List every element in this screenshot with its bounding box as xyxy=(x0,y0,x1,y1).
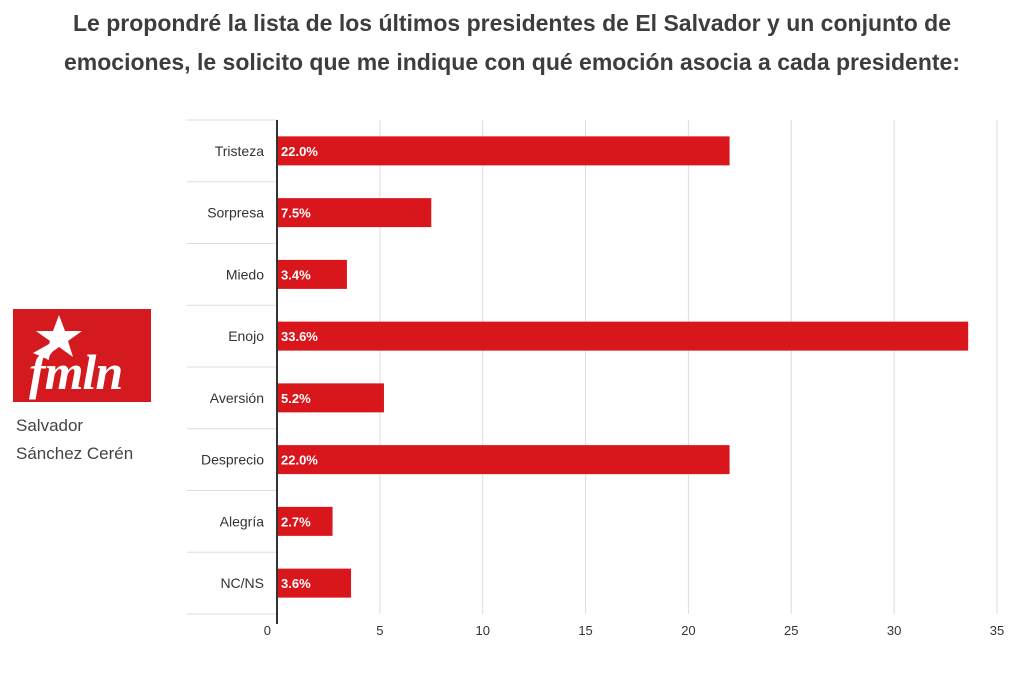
x-tick-label: 30 xyxy=(887,623,901,638)
x-tick-label: 25 xyxy=(784,623,798,638)
x-tick-label: 0 xyxy=(264,623,271,638)
x-tick-label: 20 xyxy=(681,623,695,638)
president-first-name: Salvador xyxy=(16,416,84,435)
bar xyxy=(277,321,969,351)
data-label: 22.0% xyxy=(281,144,318,159)
bar xyxy=(277,445,730,475)
bar xyxy=(277,259,347,289)
category-label: Alegría xyxy=(220,513,265,529)
x-tick-label: 15 xyxy=(578,623,592,638)
bar xyxy=(277,383,384,413)
x-tick-label: 35 xyxy=(990,623,1004,638)
data-label: 7.5% xyxy=(281,206,311,221)
category-label: Miedo xyxy=(226,266,264,282)
logo-text: fmln xyxy=(29,344,123,400)
president-last-name: Sánchez Cerén xyxy=(16,444,134,463)
data-label: 5.2% xyxy=(281,391,311,406)
bar xyxy=(277,136,730,166)
bar xyxy=(277,568,352,598)
fmln-logo: fmln xyxy=(13,309,151,402)
data-label: 33.6% xyxy=(281,329,318,344)
category-label: Sorpresa xyxy=(207,205,264,221)
star-icon xyxy=(33,315,82,359)
x-tick-label: 10 xyxy=(475,623,489,638)
data-label: 2.7% xyxy=(281,514,311,529)
category-label: Desprecio xyxy=(201,452,264,468)
x-tick-label: 5 xyxy=(376,623,383,638)
bar xyxy=(277,506,333,536)
data-label: 3.6% xyxy=(281,576,311,591)
category-label: Tristeza xyxy=(215,143,264,159)
president-name: Salvador Sánchez Cerén xyxy=(16,412,166,468)
chart-title: Le propondré la lista de los últimos pre… xyxy=(64,10,960,75)
category-label: Enojo xyxy=(228,328,264,344)
data-label: 3.4% xyxy=(281,267,311,282)
data-label: 22.0% xyxy=(281,453,318,468)
category-label: NC/NS xyxy=(220,575,264,591)
bar xyxy=(277,198,432,228)
category-label: Aversión xyxy=(210,390,264,406)
